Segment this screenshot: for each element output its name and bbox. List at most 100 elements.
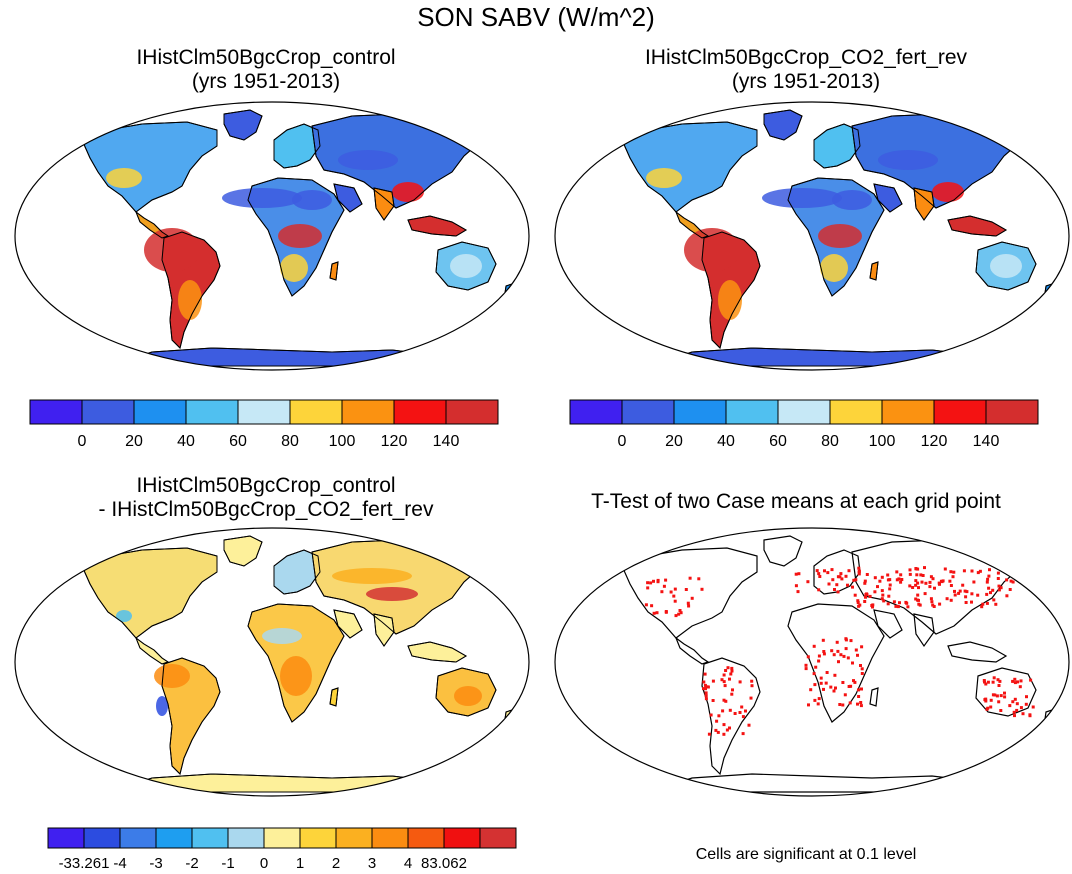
- coastline-central-america: [134, 636, 170, 665]
- colorbar-control-swatch: [185, 399, 239, 425]
- significant-cell: [865, 592, 869, 596]
- significant-cell: [985, 601, 989, 605]
- significant-cell: [738, 680, 742, 684]
- significant-cell: [857, 572, 861, 576]
- landmass-antarctica: [651, 773, 994, 793]
- significant-cell: [720, 678, 724, 682]
- significant-cell: [672, 594, 676, 598]
- value-region: [832, 190, 872, 210]
- significant-cell: [976, 571, 980, 575]
- significant-cell: [844, 647, 848, 651]
- value-region: [280, 656, 312, 696]
- panel-3-title-line1: IHistClm50BgcCrop_control: [136, 474, 396, 497]
- significant-cell: [994, 602, 998, 606]
- coastline-india: [373, 187, 395, 221]
- colorbar-control-tick-label: 60: [229, 433, 247, 450]
- coastline-maritime-asia: [947, 215, 1007, 237]
- colorbar-control-tick-label: 20: [125, 433, 143, 450]
- significant-cell: [989, 705, 993, 709]
- coastline-arabia: [333, 609, 363, 639]
- significant-cell: [949, 584, 953, 587]
- significant-cell: [1019, 706, 1023, 710]
- significant-cell: [856, 601, 860, 604]
- colorbar-co2-fert-rev-swatch: [933, 399, 987, 425]
- colorbar-control-swatch: [29, 399, 83, 425]
- colorbar-difference-swatch: [299, 827, 337, 849]
- colorbar-control-tick-label: 0: [78, 433, 87, 450]
- significant-cell: [854, 578, 858, 582]
- significant-cell: [814, 665, 818, 669]
- map-boundary: [554, 527, 1070, 797]
- coastline-europe: [273, 549, 321, 595]
- colorbar-difference-swatch: [479, 827, 517, 849]
- colorbar-difference-swatch: [155, 827, 193, 849]
- significant-cell: [1024, 702, 1028, 706]
- significant-cell: [690, 596, 694, 600]
- significant-cell: [999, 694, 1003, 698]
- significant-cell: [750, 679, 754, 683]
- colorbar-co2-fert-rev: 0 20 40 60 80 100 120 140: [569, 399, 1039, 450]
- significant-cell: [679, 611, 683, 615]
- significant-cell: [970, 600, 973, 604]
- significance-note: Cells are significant at 0.1 level: [695, 846, 917, 863]
- significant-cell: [957, 591, 961, 595]
- significant-cell: [731, 688, 734, 692]
- coastline-maritime-asia: [407, 215, 467, 237]
- significant-cell: [914, 597, 918, 601]
- colorbar-co2-fert-rev-swatch: [881, 399, 935, 425]
- significant-cell: [953, 593, 957, 597]
- significant-cell: [853, 680, 857, 684]
- significant-cell: [914, 583, 918, 587]
- significant-cell: [997, 700, 1001, 704]
- significant-cell: [822, 652, 826, 656]
- significant-cell: [809, 688, 813, 692]
- significant-cell: [961, 583, 965, 587]
- significant-cell: [859, 664, 862, 667]
- significant-cell: [882, 599, 886, 603]
- significant-cell: [818, 575, 822, 578]
- significant-cell: [678, 609, 682, 612]
- colorbar-control-swatch: [237, 399, 291, 425]
- significant-cell: [851, 585, 854, 589]
- significant-cell: [899, 573, 903, 577]
- significant-cell: [697, 577, 701, 581]
- significant-cell: [921, 574, 925, 577]
- significant-cell: [717, 714, 721, 718]
- significant-cell: [949, 598, 953, 602]
- significant-cell: [880, 589, 884, 593]
- colorbar-control-swatch: [133, 399, 187, 425]
- significant-cell: [987, 574, 991, 578]
- significant-cell: [840, 577, 844, 581]
- significant-cell: [815, 569, 819, 573]
- significant-cell: [817, 659, 821, 663]
- significant-cell: [868, 594, 872, 598]
- colorbar-control-swatch: [393, 399, 447, 425]
- colorbar-difference-swatch: [227, 827, 265, 849]
- significant-cell: [723, 684, 727, 688]
- map-panel-ttest: [554, 527, 1070, 797]
- significant-cell: [1011, 679, 1015, 683]
- significant-cell: [857, 695, 861, 698]
- significant-cell: [887, 594, 891, 598]
- significant-cell: [1009, 579, 1013, 583]
- landmass-maritime-asia: [407, 641, 467, 663]
- significant-cell: [728, 726, 731, 730]
- colorbar-difference-tick-label: -1: [221, 855, 234, 872]
- significant-cell: [806, 580, 810, 584]
- significant-cell: [836, 590, 840, 594]
- colorbar-difference-swatch: [407, 827, 445, 849]
- significant-cell: [1029, 678, 1033, 682]
- significant-cell: [844, 574, 848, 578]
- significant-cell: [886, 573, 890, 577]
- significant-cell: [923, 592, 927, 596]
- significant-cell: [1031, 705, 1035, 709]
- significant-cell: [984, 699, 988, 703]
- significant-cell: [860, 645, 864, 649]
- significant-cell: [831, 578, 835, 582]
- value-region: [820, 254, 848, 282]
- significant-cell: [908, 568, 912, 572]
- significant-cell: [984, 682, 988, 686]
- value-region: [106, 168, 142, 188]
- significant-cell: [992, 676, 996, 680]
- value-region: [332, 568, 412, 584]
